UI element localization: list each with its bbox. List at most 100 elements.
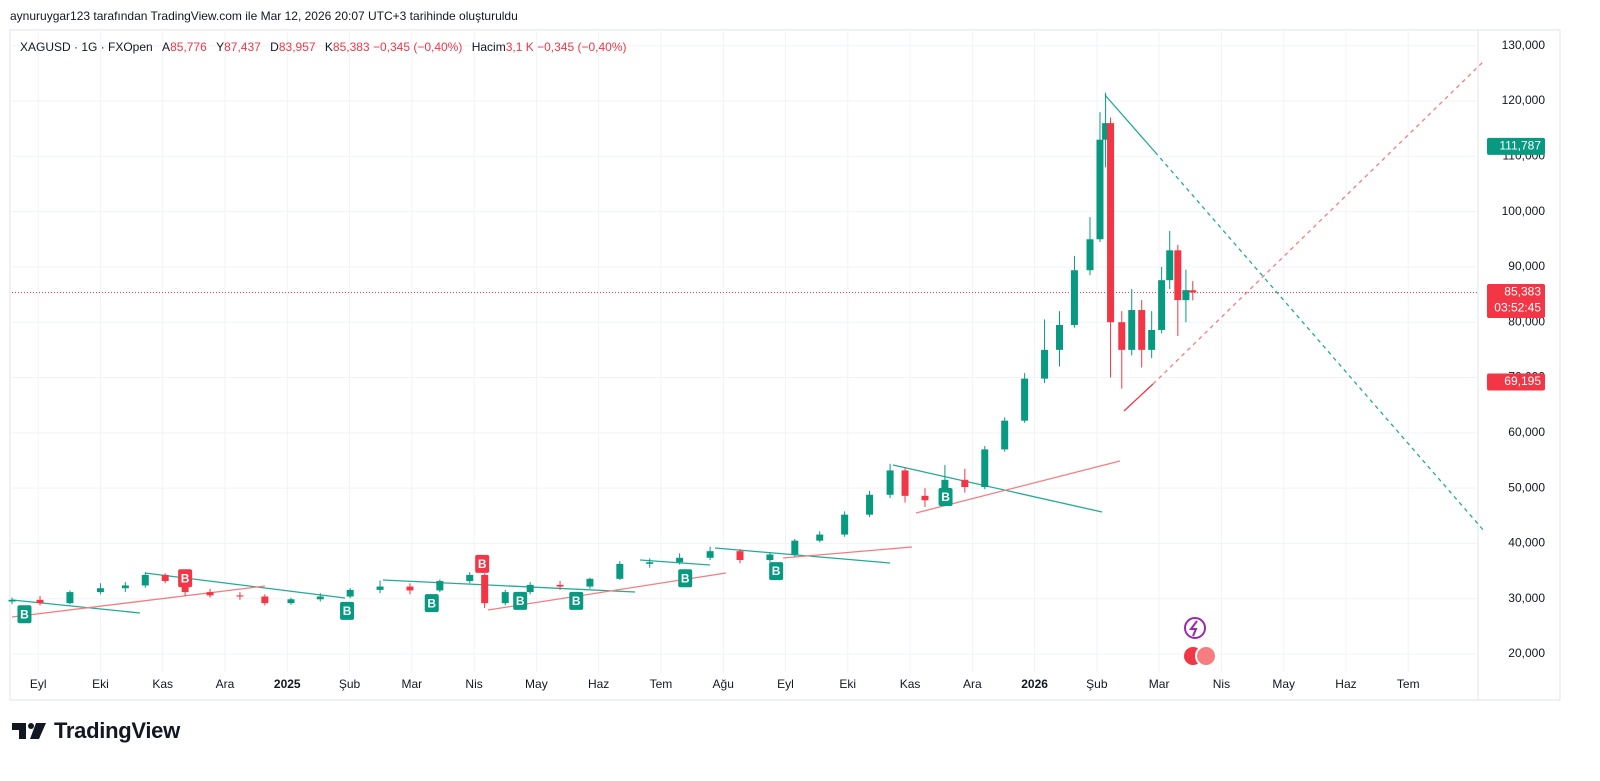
legend-name: Y [216, 40, 225, 54]
candle-body [1102, 123, 1110, 140]
logo: TradingView [12, 718, 180, 744]
marker [569, 591, 584, 610]
volume-name: Hacim [471, 40, 506, 54]
legend-value: 85,776 [170, 40, 207, 54]
x-tick-label: Mar [1149, 677, 1170, 691]
x-tick-label: Eyl [777, 677, 794, 691]
candle-body [466, 574, 474, 582]
candle-body [1189, 290, 1197, 293]
candle-body [36, 599, 44, 604]
candle-body [1182, 290, 1190, 301]
candle-body [921, 495, 929, 501]
candle-body [526, 584, 534, 593]
candle-body [866, 494, 874, 515]
y-tick-label: 20,000 [1508, 646, 1545, 660]
trend-line [1154, 151, 1486, 533]
marker-label: B [516, 594, 525, 608]
candle-body [1001, 420, 1009, 450]
volume-change: −0,345 (−0,40%) [537, 40, 627, 54]
candle-body [766, 554, 774, 561]
marker [424, 594, 439, 613]
candle-body [121, 585, 129, 589]
candle-body [141, 574, 149, 586]
marker [769, 562, 784, 581]
x-tick-label: Nis [465, 677, 482, 691]
legend-value: 85,383 [332, 40, 370, 54]
event-icons [1182, 617, 1217, 667]
marker [475, 554, 490, 573]
price-label-text: 85,383 [1504, 285, 1541, 299]
candle-body [1041, 349, 1049, 379]
trend-line [11, 599, 141, 614]
y-tick-label: 130,000 [1502, 38, 1546, 52]
x-tick-label: Eki [839, 677, 856, 691]
trend-line [11, 585, 266, 618]
x-tick-label: May [1272, 677, 1295, 691]
event-icon-bolt [1189, 620, 1198, 637]
x-tick-label: Şub [1086, 677, 1108, 691]
legend-name: A [162, 40, 171, 54]
marker-label: B [181, 571, 190, 585]
y-tick-label: 100,000 [1502, 204, 1546, 218]
candle-body [616, 563, 624, 579]
candle-body [66, 592, 74, 604]
logo-text: TradingView [54, 718, 180, 743]
x-tick-label: Ağu [713, 677, 734, 691]
candle-body [736, 551, 744, 561]
candle-body [1128, 310, 1136, 350]
change: −0,345 (−0,40%) [372, 40, 463, 54]
candle-body [406, 586, 414, 591]
candle-body [1158, 280, 1166, 330]
event-icon [1195, 645, 1217, 667]
marker-label: B [20, 607, 29, 621]
candle-body [1055, 324, 1063, 350]
x-tick-label: Ara [216, 677, 235, 691]
marker-label: B [772, 564, 781, 578]
candle-body [436, 581, 444, 591]
x-tick-label: Haz [1335, 677, 1356, 691]
trend-line [1152, 59, 1486, 385]
candle-body [1138, 310, 1146, 350]
marker-label: B [478, 557, 487, 571]
x-tick-label: Kas [152, 677, 173, 691]
marker-label: B [941, 490, 950, 504]
trend-line [1104, 94, 1156, 153]
y-tick-label: 30,000 [1508, 591, 1545, 605]
trend-line [639, 559, 711, 566]
candle-body [1166, 250, 1174, 281]
candles: B B B B B B B B B B [8, 92, 1197, 624]
trend-line [782, 546, 913, 559]
marker [178, 569, 193, 588]
logo-mark [12, 723, 46, 739]
y-tick-label: 50,000 [1508, 480, 1545, 494]
candle-body [1070, 270, 1078, 325]
candle-body [556, 584, 564, 587]
marker [938, 487, 953, 506]
x-tick-label: May [525, 677, 548, 691]
x-tick-label: Eki [92, 677, 109, 691]
candle-body [961, 479, 969, 488]
candle-body [886, 470, 894, 495]
candle-body [287, 599, 295, 604]
x-tick-label: Kas [900, 677, 921, 691]
trend-line [1123, 383, 1154, 412]
candle-body [706, 551, 714, 558]
credit: aynuruygar123 tarafından TradingView.com… [10, 9, 518, 23]
legend-value: 87,437 [224, 40, 261, 54]
candle-body [8, 599, 16, 602]
y-tick-label: 60,000 [1508, 425, 1545, 439]
x-tick-label: Tem [650, 677, 673, 691]
candle-body [261, 596, 269, 604]
candle-body [981, 449, 989, 488]
grid [10, 30, 1478, 672]
candle-body [791, 540, 799, 555]
candle-body [901, 470, 909, 496]
candle-body [376, 586, 384, 590]
y-tick-label: 40,000 [1508, 536, 1545, 550]
price-label-text: 111,787 [1499, 139, 1541, 153]
marker-label: B [343, 604, 352, 618]
marker [513, 591, 528, 610]
x-tick-label: Ara [963, 677, 982, 691]
candle-body [841, 514, 849, 535]
